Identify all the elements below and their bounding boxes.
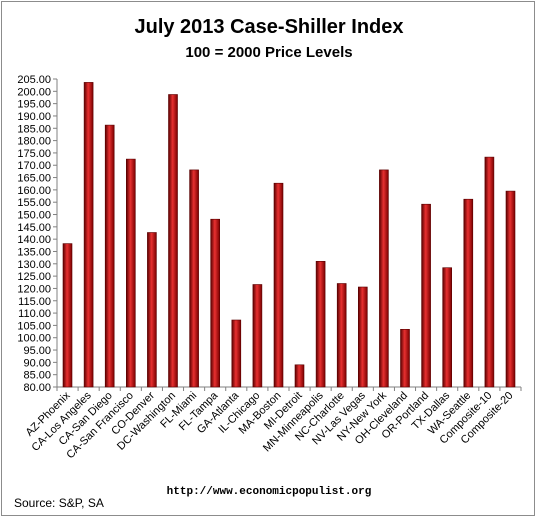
- y-tick-label: 165.00: [17, 173, 51, 185]
- y-tick-label: 110.00: [18, 308, 51, 320]
- bar-composite-10: [484, 156, 495, 388]
- chart-title: July 2013 Case-Shiller Index: [134, 16, 404, 38]
- y-tick-label: 80.00: [23, 382, 51, 394]
- y-tick-label: 95.00: [23, 345, 51, 357]
- y-tick-label: 145.00: [17, 222, 51, 234]
- bar-or-portland: [421, 203, 431, 388]
- bar-mn-minneapolis: [315, 260, 326, 388]
- bar-oh-cleveland: [400, 328, 410, 388]
- bar-ca-los-angeles: [83, 82, 94, 388]
- bar-az-phoenix: [62, 243, 73, 388]
- y-tick-label: 135.00: [17, 246, 51, 258]
- y-tick-label: 90.00: [23, 357, 51, 369]
- y-tick-label: 155.00: [17, 197, 51, 209]
- y-tick-label: 85.00: [23, 370, 51, 382]
- bar-il-chicago: [252, 284, 263, 388]
- bar-fl-miami: [189, 169, 199, 388]
- bar-dc-washington: [168, 94, 178, 388]
- y-tick-label: 170.00: [17, 160, 51, 172]
- bar-nc-charlotte: [336, 283, 347, 388]
- bar-mi-detroit: [294, 364, 305, 388]
- y-tick-label: 185.00: [17, 123, 51, 135]
- y-tick-label: 205.00: [17, 74, 51, 86]
- bar-fl-tampa: [210, 218, 220, 388]
- y-tick-label: 160.00: [17, 185, 51, 197]
- y-tick-label: 140.00: [17, 234, 51, 246]
- y-tick-label: 130.00: [17, 259, 51, 271]
- bar-ma-boston: [273, 182, 284, 388]
- y-tick-label: 190.00: [17, 111, 51, 123]
- bar-ga-atlanta: [231, 319, 242, 388]
- bar-ca-san-diego: [104, 124, 115, 388]
- bar-tx-dallas: [442, 267, 453, 388]
- y-tick-label: 125.00: [17, 271, 51, 283]
- y-tick-label: 115.00: [18, 296, 51, 308]
- y-tick-label: 150.00: [17, 210, 51, 222]
- y-tick-label: 195.00: [17, 99, 51, 111]
- chart-subtitle: 100 = 2000 Price Levels: [185, 44, 353, 61]
- y-tick-label: 105.00: [17, 320, 51, 332]
- y-tick-label: 100.00: [17, 333, 51, 345]
- source-note: Source: S&P, SA: [14, 496, 104, 510]
- bar-co-denver: [147, 232, 157, 388]
- y-tick-label: 200.00: [17, 86, 51, 98]
- bar-composite-20: [505, 190, 516, 388]
- source-url: http://www.economicpopulist.org: [166, 486, 372, 498]
- bar-nv-las-vegas: [357, 286, 368, 388]
- y-tick-label: 120.00: [17, 283, 51, 295]
- bar-ny-new-york: [379, 169, 389, 388]
- y-tick-label: 175.00: [17, 148, 51, 160]
- y-tick-label: 180.00: [17, 136, 51, 148]
- bar-wa-seattle: [463, 198, 474, 388]
- bar-ca-san-francisco: [126, 158, 136, 388]
